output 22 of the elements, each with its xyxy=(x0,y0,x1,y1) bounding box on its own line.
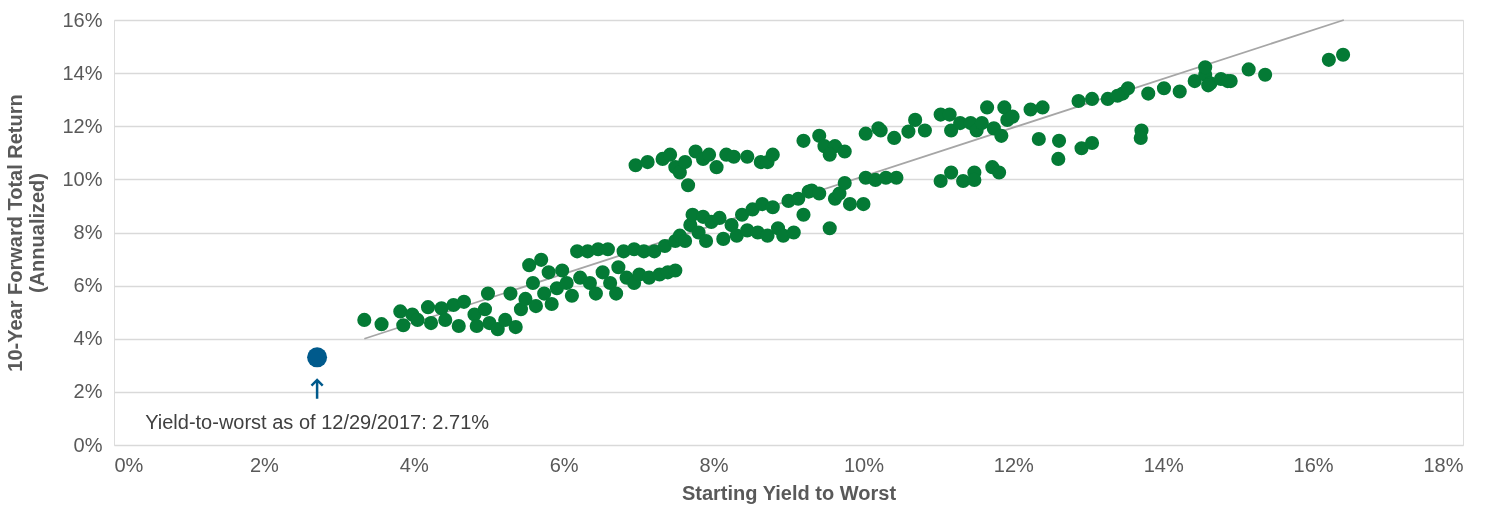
y-tick-label: 14% xyxy=(62,61,103,84)
x-tick-label: 18% xyxy=(1423,453,1464,476)
x-tick-label: 8% xyxy=(699,453,729,476)
x-axis-title: Starting Yield to Worst xyxy=(681,481,897,504)
x-tick-label: 4% xyxy=(399,453,429,476)
x-tick-label: 16% xyxy=(1293,453,1334,476)
y-tick-label: 6% xyxy=(73,274,103,297)
y-tick-label: 4% xyxy=(73,327,103,350)
y-tick-label: 0% xyxy=(73,433,103,456)
x-tick-label: 12% xyxy=(993,453,1035,476)
y-axis-title: 10-Year Forward Total Return (Annualized) xyxy=(4,94,49,372)
x-tick-label: 14% xyxy=(1143,453,1184,476)
x-tick-label: 0% xyxy=(114,453,144,476)
x-tick-label: 6% xyxy=(549,453,579,476)
annotation: Yield-to-worst as of 12/29/2017: 2.71% xyxy=(145,411,490,434)
x-tick-label: 10% xyxy=(843,453,885,476)
y-tick-label: 8% xyxy=(73,221,103,243)
x-tick-label: 2% xyxy=(249,453,280,476)
y-tick-label: 10% xyxy=(62,167,103,190)
y-tick-label: 2% xyxy=(73,380,103,403)
y-tick-label: 16% xyxy=(62,8,103,31)
y-tick-label: 12% xyxy=(62,114,103,137)
